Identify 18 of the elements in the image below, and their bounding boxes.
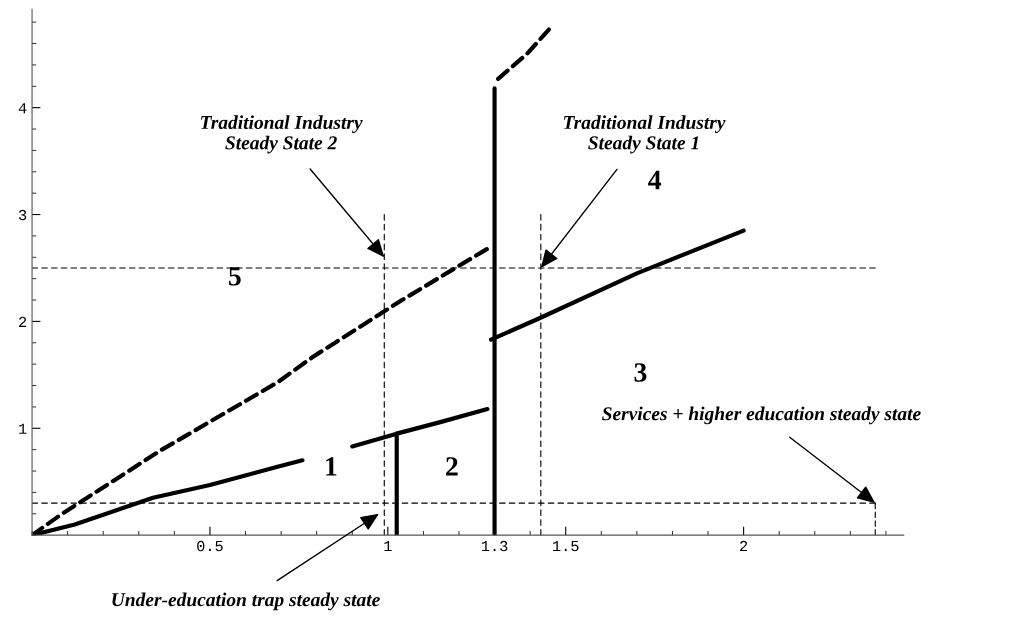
x-tick-label: 0.5 xyxy=(197,540,223,552)
annotation: 1 xyxy=(326,457,337,476)
annotation: 3 xyxy=(634,363,647,382)
x-tick-label: 1.3 xyxy=(481,540,508,552)
x-tick-label: 1.5 xyxy=(553,541,579,552)
y-tick-label: 2 xyxy=(19,316,27,327)
annotation: Traditional Industry Steady State 1 xyxy=(563,115,726,154)
annotation: 4 xyxy=(648,170,662,190)
annotation: 5 xyxy=(229,267,241,286)
text: Under-education trap steady state xyxy=(112,592,380,611)
x-tick-label: 2 xyxy=(740,540,748,552)
annotation: 2 xyxy=(446,457,458,476)
y-tick-label: 4 xyxy=(18,103,27,114)
y-tick-label: 1 xyxy=(19,423,27,434)
annotation: Services + higher education steady state xyxy=(602,406,921,425)
annotation: Traditional Industry Steady State 2 xyxy=(201,115,363,154)
x-tick-label: 1 xyxy=(384,541,392,552)
y-tick-label: 3 xyxy=(18,209,27,221)
